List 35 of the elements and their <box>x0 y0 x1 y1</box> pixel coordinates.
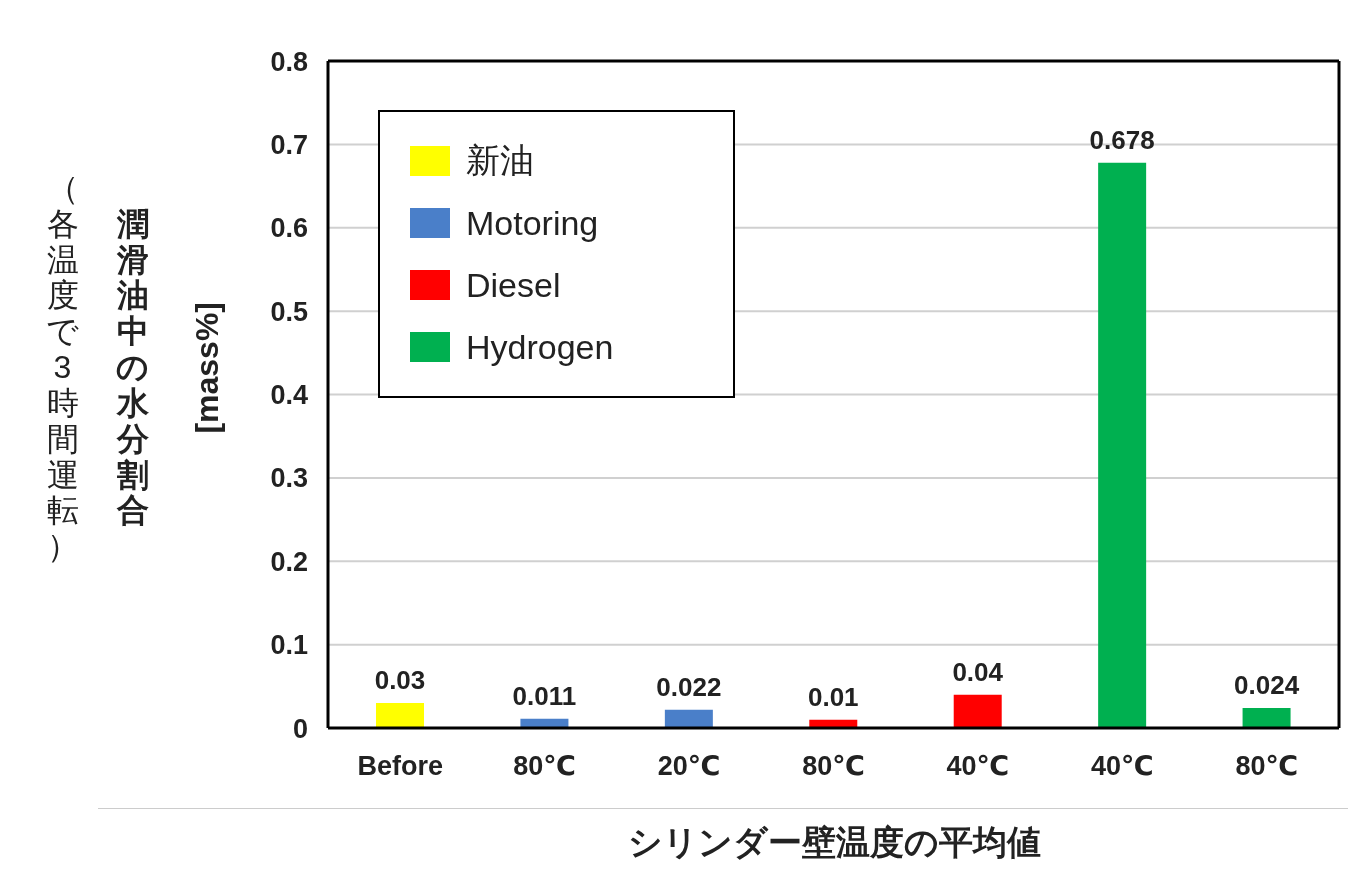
legend-label: Diesel <box>466 265 561 304</box>
text: （各温度で3時間運転） <box>46 169 79 565</box>
data-label: 0.04 <box>952 656 1004 687</box>
bar <box>376 702 424 728</box>
bar <box>953 694 1002 728</box>
x-tick-label: 80℃ <box>1235 751 1299 782</box>
bar <box>664 709 713 728</box>
bar <box>1242 707 1291 728</box>
legend-label: 新油 <box>466 141 534 179</box>
x-tick-label: 20℃ <box>657 751 721 782</box>
data-label: 0.022 <box>656 671 722 702</box>
x-tick-label: 80℃ <box>513 751 577 782</box>
y-tick-label: 0.2 <box>270 546 308 577</box>
data-label: 0.678 <box>1089 124 1155 155</box>
y-tick-label: 0.7 <box>270 129 308 160</box>
data-label: 0.024 <box>1234 669 1300 700</box>
y-tick-label: 0.3 <box>270 463 308 494</box>
x-tick-label: Before <box>357 751 443 782</box>
legend-label: Motoring <box>466 203 599 242</box>
x-tick-label: 40℃ <box>946 751 1010 782</box>
y-tick-label: 0 <box>292 713 308 744</box>
data-label: 0.01 <box>807 681 859 712</box>
legend-label: Hydrogen <box>466 327 614 366</box>
bar <box>1098 162 1147 728</box>
y-tick-label: 0.6 <box>270 213 308 244</box>
data-label: 0.011 <box>512 680 577 711</box>
x-tick-label: 80℃ <box>802 751 865 782</box>
data-label: 0.03 <box>374 664 426 695</box>
x-tick-label: 40℃ <box>1090 751 1154 782</box>
y-tick-label: 0.8 <box>270 46 308 77</box>
text: 潤滑油中の水分割合 [mass%] <box>116 205 225 529</box>
y-tick-label: 0.1 <box>270 630 308 661</box>
x-axis-title: シリンダー壁温度の平均値 <box>626 822 1042 863</box>
y-tick-label: 0.5 <box>270 296 308 327</box>
y-tick-label: 0.4 <box>270 380 308 411</box>
